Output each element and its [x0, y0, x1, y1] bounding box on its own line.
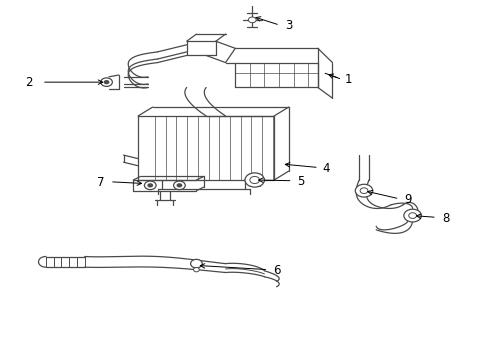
Text: 2: 2: [25, 76, 32, 89]
Text: 5: 5: [297, 175, 304, 188]
Circle shape: [103, 80, 109, 84]
Circle shape: [355, 184, 373, 197]
Circle shape: [176, 183, 182, 188]
Circle shape: [409, 213, 416, 219]
Circle shape: [245, 173, 265, 187]
Text: 7: 7: [97, 176, 104, 189]
Text: 6: 6: [273, 264, 281, 277]
Circle shape: [147, 183, 153, 188]
Text: 3: 3: [285, 19, 292, 32]
Text: 1: 1: [344, 73, 352, 86]
Text: 9: 9: [404, 193, 412, 206]
Circle shape: [194, 267, 199, 272]
Circle shape: [101, 78, 112, 86]
Circle shape: [191, 259, 202, 268]
Circle shape: [145, 181, 156, 190]
Circle shape: [173, 181, 185, 190]
Circle shape: [360, 188, 368, 194]
Text: 8: 8: [442, 212, 449, 225]
Text: 4: 4: [323, 162, 330, 175]
Circle shape: [248, 17, 256, 23]
Circle shape: [250, 176, 260, 184]
Circle shape: [404, 209, 421, 222]
